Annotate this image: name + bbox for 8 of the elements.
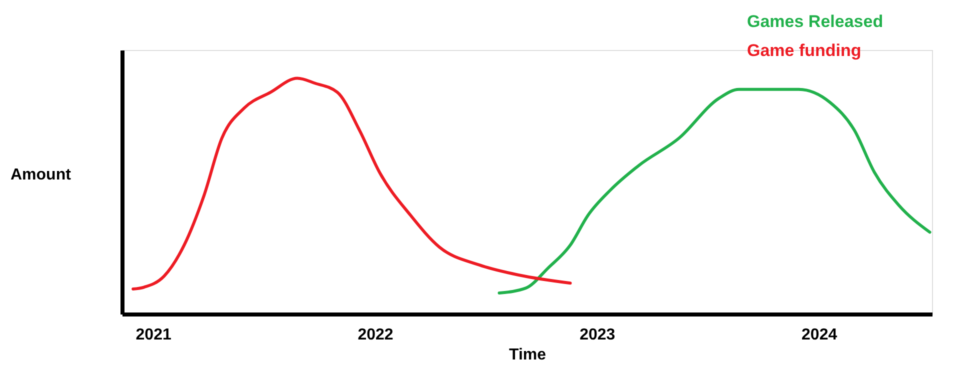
text: Games Released	[747, 12, 884, 31]
x-tick-label: 2023	[580, 326, 616, 344]
x-tick-label: 2022	[358, 326, 394, 344]
x-tick-label: 2024	[802, 326, 838, 344]
x-axis-title: Time	[508, 346, 546, 364]
x-tick-label: 2021	[136, 326, 172, 344]
text: Game funding	[747, 41, 862, 60]
y-axis-title: Amount	[10, 166, 72, 184]
